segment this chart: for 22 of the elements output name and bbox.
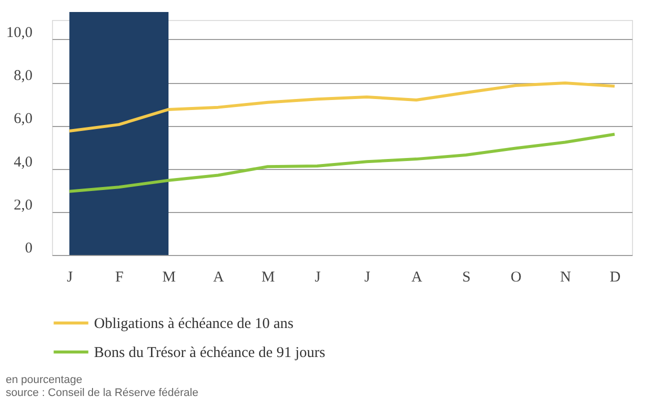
- source-note: source : Conseil de la Réserve fédérale: [6, 387, 198, 399]
- y-tick-label: 10,0: [6, 24, 32, 41]
- x-tick-label: A: [213, 270, 224, 286]
- x-tick-label: S: [462, 270, 471, 286]
- legend-label: Bons du Trésor à échéance de 91 jours: [94, 345, 326, 361]
- x-tick-label: N: [560, 270, 572, 286]
- y-tick-label: 6,0: [14, 111, 32, 128]
- text: en pourcentage: [6, 374, 82, 386]
- x-tick-label: J: [66, 270, 73, 286]
- x-tick-label: D: [610, 270, 621, 286]
- x-tick-label: O: [510, 270, 522, 286]
- x-tick-label: J: [364, 270, 370, 286]
- y-tick-label: 2,0: [14, 197, 32, 214]
- x-tick-label: J: [314, 270, 321, 286]
- legend-label: Obligations à échéance de 10 ans: [94, 316, 294, 332]
- x-tick-label: M: [261, 270, 275, 286]
- y-tick-label: 0: [25, 240, 32, 256]
- x-tick-label: A: [411, 270, 422, 286]
- x-tick-label: F: [115, 270, 124, 286]
- y-tick-label: 8,0: [14, 68, 32, 84]
- x-tick-label: M: [162, 270, 176, 286]
- y-tick-label: 4,0: [14, 154, 32, 170]
